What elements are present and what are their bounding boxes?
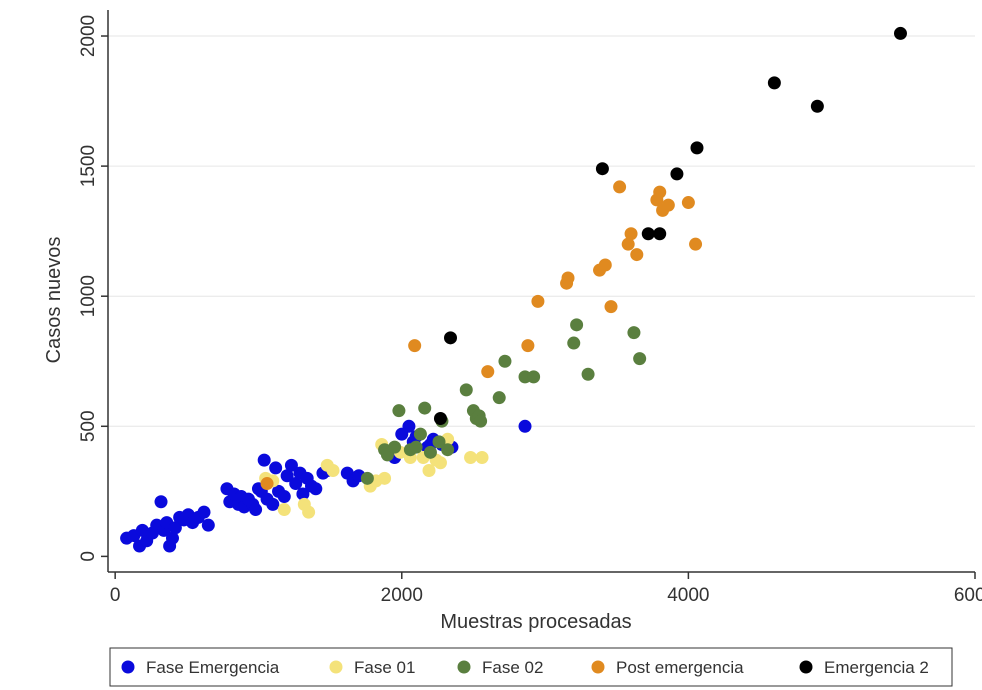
data-point	[475, 451, 489, 465]
legend-marker	[121, 660, 135, 674]
data-point	[474, 414, 488, 428]
data-point	[280, 469, 294, 483]
data-points	[120, 26, 907, 553]
data-point	[168, 521, 182, 535]
x-tick-label: 4000	[667, 585, 709, 606]
data-point	[893, 26, 907, 40]
legend-label: Emergencia 2	[824, 658, 929, 677]
legend-marker	[799, 660, 813, 674]
data-point	[309, 482, 323, 496]
data-point	[257, 453, 271, 467]
data-point	[661, 198, 675, 212]
legend-marker	[591, 660, 605, 674]
data-point	[433, 456, 447, 470]
data-point	[621, 237, 635, 251]
data-point	[627, 326, 641, 340]
data-point	[378, 471, 392, 485]
y-axis-title: Casos nuevos	[43, 237, 65, 364]
data-point	[681, 196, 695, 210]
data-point	[641, 227, 655, 241]
data-point	[165, 531, 179, 545]
legend: Fase Emergencia Fase 01 Fase 02 Post emerge…	[109, 647, 953, 687]
data-point	[630, 248, 644, 262]
data-point	[810, 99, 824, 113]
data-point	[422, 464, 436, 478]
x-tick-label: 0	[110, 585, 121, 606]
data-point	[613, 180, 627, 194]
legend-marker	[457, 660, 471, 674]
x-tick-label: 2000	[381, 585, 423, 606]
legend-label: Post emergencia	[616, 658, 744, 677]
data-point	[567, 336, 581, 350]
legend-label: Fase Emergencia	[146, 658, 280, 677]
data-point	[433, 411, 447, 425]
data-point	[277, 503, 291, 517]
data-point	[441, 443, 455, 457]
data-point	[481, 365, 495, 379]
data-point	[418, 401, 432, 415]
data-point	[296, 487, 310, 501]
data-point	[604, 300, 618, 314]
data-point	[360, 471, 374, 485]
data-point	[464, 451, 478, 465]
data-point	[624, 227, 638, 241]
data-point	[408, 339, 422, 353]
data-point	[670, 167, 684, 181]
data-point	[269, 461, 283, 475]
y-tick-label: 0	[78, 551, 99, 562]
data-point	[266, 497, 280, 511]
data-point	[598, 258, 612, 272]
data-point	[581, 367, 595, 381]
data-point	[498, 354, 512, 368]
data-point	[432, 435, 446, 449]
data-point	[402, 419, 416, 433]
data-point	[197, 505, 211, 519]
data-point	[561, 271, 575, 285]
data-point	[531, 294, 545, 308]
legend-label: Fase 01	[354, 658, 415, 677]
data-point	[277, 490, 291, 504]
data-point	[409, 440, 423, 454]
data-point	[423, 445, 437, 459]
data-point	[289, 477, 303, 491]
data-point	[413, 427, 427, 441]
data-point	[570, 318, 584, 332]
data-point	[595, 162, 609, 176]
data-point	[392, 404, 406, 418]
data-point	[388, 440, 402, 454]
data-point	[690, 141, 704, 155]
grid-lines	[108, 35, 975, 427]
data-point	[518, 419, 532, 433]
data-point	[284, 458, 298, 472]
data-point	[326, 464, 340, 478]
data-point	[653, 185, 667, 199]
y-tick-label: 2000	[78, 15, 99, 57]
data-point	[689, 237, 703, 251]
data-point	[767, 76, 781, 90]
data-point	[653, 227, 667, 241]
legend-marker	[329, 660, 343, 674]
data-point	[521, 339, 535, 353]
data-point	[492, 391, 506, 405]
y-tick-label: 1000	[78, 275, 99, 317]
data-point	[201, 518, 215, 532]
x-axis-title: Muestras procesadas	[440, 611, 631, 633]
y-tick-label: 1500	[78, 145, 99, 187]
data-point	[633, 352, 647, 366]
data-point	[527, 370, 541, 384]
data-point	[302, 505, 316, 519]
legend-label: Fase 02	[482, 658, 543, 677]
data-point	[154, 495, 168, 509]
y-tick-label: 500	[78, 410, 99, 442]
data-point	[459, 383, 473, 397]
data-point	[135, 523, 149, 537]
data-point	[249, 503, 263, 517]
data-point	[444, 331, 458, 345]
data-point	[260, 477, 274, 491]
